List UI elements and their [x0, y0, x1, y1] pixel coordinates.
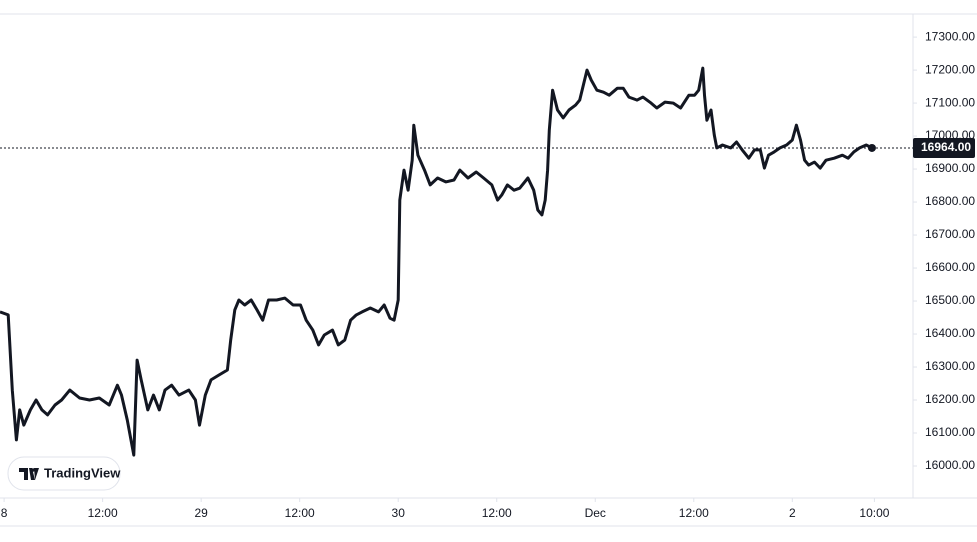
- last-point: [867, 143, 876, 152]
- last-price-label: 16964.00: [921, 140, 971, 154]
- y-tick-label: 16900.00: [925, 161, 975, 175]
- y-tick-label: 16500.00: [925, 293, 975, 307]
- y-tick-label: 16800.00: [925, 194, 975, 208]
- last-price-box: [913, 137, 975, 158]
- x-tick-label: 10:00: [859, 506, 889, 520]
- x-tick-label: 2: [789, 506, 796, 520]
- watermark: TradingView: [7, 456, 121, 491]
- y-tick-label: 16700.00: [925, 227, 975, 241]
- watermark-logo-dot: [31, 468, 35, 472]
- watermark-text: TradingView: [44, 465, 121, 480]
- y-tick-label: 17100.00: [925, 95, 975, 109]
- x-tick-label: 12:00: [88, 506, 118, 520]
- y-tick-label: 16100.00: [925, 425, 975, 439]
- watermark-box: [7, 456, 121, 491]
- y-tick-label: 17300.00: [925, 29, 975, 43]
- x-tick-label: 30: [392, 506, 406, 520]
- x-tick-label: 8: [1, 506, 8, 520]
- watermark-logo: [19, 468, 39, 480]
- x-tick-label: Dec: [585, 506, 606, 520]
- x-tick-label: 12:00: [482, 506, 512, 520]
- x-tick-label: 29: [194, 506, 208, 520]
- y-tick-label: 16200.00: [925, 392, 975, 406]
- y-tick-label: 16600.00: [925, 260, 975, 274]
- y-tick-label: 16000.00: [925, 458, 975, 472]
- y-tick-label: 16400.00: [925, 326, 975, 340]
- x-tick-label: 12:00: [679, 506, 709, 520]
- y-tick-label: 16300.00: [925, 359, 975, 373]
- price-line: [0, 66, 873, 457]
- x-tick-label: 12:00: [285, 506, 315, 520]
- y-tick-label: 17200.00: [925, 62, 975, 76]
